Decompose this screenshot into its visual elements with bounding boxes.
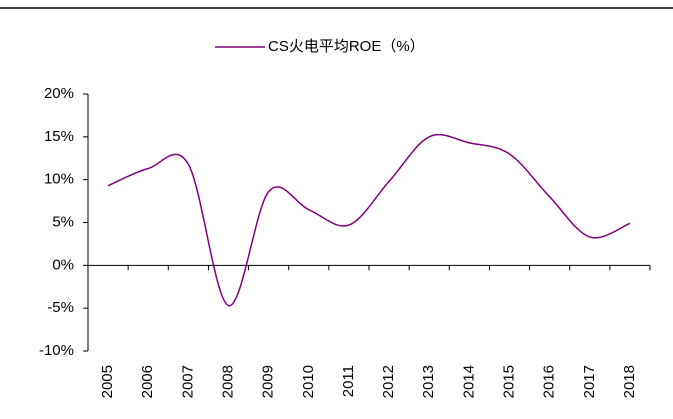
y-tick-label: -5% — [47, 299, 74, 316]
x-tick-label: 2015 — [500, 365, 517, 398]
y-tick-label: 10% — [44, 171, 74, 188]
x-tick-label: 2017 — [581, 365, 598, 398]
x-tick-label: 2012 — [380, 365, 397, 398]
legend-label: CS火电平均ROE（%） — [268, 38, 425, 55]
x-tick-label: 2007 — [179, 365, 196, 398]
x-tick-label: 2009 — [260, 365, 277, 398]
y-tick-label: -10% — [39, 342, 74, 359]
x-tick-label: 2013 — [420, 365, 437, 398]
x-tick-label: 2011 — [340, 365, 357, 397]
x-tick-label: 2005 — [99, 365, 116, 398]
x-tick-label: 2008 — [219, 365, 236, 398]
x-tick-label: 2006 — [139, 365, 156, 398]
x-tick-label: 2018 — [621, 365, 638, 398]
x-tick-label: 2016 — [541, 365, 558, 398]
series-line — [107, 133, 631, 307]
x-tick-label: 2010 — [300, 365, 317, 398]
x-tick-label: 2014 — [460, 365, 477, 398]
y-tick-label: 0% — [52, 256, 74, 273]
y-tick-label: 5% — [52, 213, 74, 230]
y-tick-label: 15% — [44, 128, 74, 145]
y-tick-label: 20% — [44, 85, 74, 102]
